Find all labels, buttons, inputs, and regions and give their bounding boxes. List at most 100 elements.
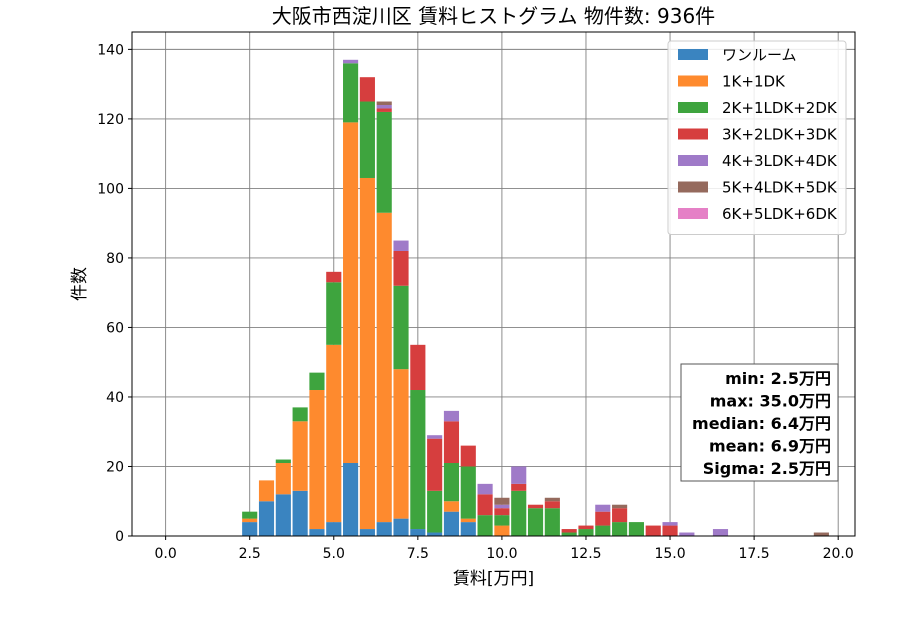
stats-line: max: 35.0万円 <box>710 392 831 411</box>
y-tick-label: 120 <box>97 112 124 128</box>
legend-swatch <box>678 155 708 166</box>
bar-segment <box>612 504 628 509</box>
bar-segment <box>359 529 375 536</box>
x-tick-label: 20.0 <box>823 546 854 562</box>
bar-segment <box>343 63 359 123</box>
bar-segment <box>242 518 258 523</box>
bar-segment <box>679 532 695 536</box>
legend-swatch <box>678 128 708 140</box>
bar-segment <box>578 529 594 536</box>
legend-swatch <box>678 75 708 87</box>
x-tick-label: 2.5 <box>239 546 261 562</box>
bar-segment <box>460 466 476 519</box>
bar-segment <box>292 421 308 491</box>
bar-segment <box>326 522 342 536</box>
bar-segment <box>813 532 829 536</box>
bar-segment <box>494 504 510 509</box>
legend-label: 6K+5LDK+6DK <box>722 205 838 223</box>
bar-segment <box>292 490 308 536</box>
bar-segment <box>359 101 375 178</box>
bar-segment <box>527 508 544 536</box>
bar-segment <box>427 438 443 491</box>
bar-segment <box>712 529 729 536</box>
bar-segment <box>443 501 460 512</box>
bar-segment <box>612 508 628 523</box>
y-tick-label: 20 <box>106 459 124 475</box>
chart-title: 大阪市西淀川区 賃料ヒストグラム 物件数: 936件 <box>272 4 715 28</box>
bar-segment <box>410 390 426 530</box>
bar-segment <box>595 525 611 536</box>
stats-line: min: 2.5万円 <box>725 369 831 388</box>
x-axis-label: 賃料[万円] <box>453 569 534 589</box>
x-tick-label: 12.5 <box>570 546 601 562</box>
bar-segment <box>595 504 611 512</box>
stats-box-frame <box>680 363 839 482</box>
bar-segment <box>343 59 359 64</box>
bar-segment <box>544 497 560 502</box>
bar-segment <box>359 177 375 530</box>
grid-lines <box>132 32 855 537</box>
bar-segment <box>511 483 527 491</box>
bar-segment <box>443 511 460 536</box>
stacked-bars <box>242 59 829 536</box>
bar-segment <box>477 515 493 536</box>
y-tick-label: 0 <box>115 529 124 545</box>
bar-segment <box>309 390 325 530</box>
bar-segment <box>460 522 476 536</box>
x-axis-ticks: 0.0 2.5 5.0 7.5 10.0 12.5 15.0 17.5 20.0 <box>154 536 854 562</box>
bar-segment <box>376 108 392 112</box>
bar-segment <box>544 508 560 536</box>
plot-frame <box>131 31 856 537</box>
y-tick-label: 60 <box>106 320 124 336</box>
y-axis-ticks: 0 20 40 60 80 100 120 140 <box>97 42 132 545</box>
bar-segment <box>494 497 510 505</box>
bar-segment <box>275 494 291 536</box>
y-tick-label: 80 <box>106 251 124 267</box>
bar-segment <box>662 522 678 526</box>
x-tick-label: 15.0 <box>654 546 685 562</box>
bar-segment <box>343 122 359 464</box>
bar-segment <box>309 372 325 391</box>
stats-line: mean: 6.9万円 <box>709 437 831 456</box>
bar-segment <box>511 466 527 484</box>
bar-segment <box>343 463 359 536</box>
bar-segment <box>393 285 409 370</box>
legend-label: 1K+1DK <box>722 73 786 91</box>
bar-segment <box>595 511 611 526</box>
bar-segment <box>578 525 594 530</box>
bar-segment <box>427 435 443 439</box>
legend-swatch <box>678 208 708 219</box>
stats-line: median: 6.4万円 <box>692 414 831 433</box>
bar-segment <box>443 463 460 502</box>
bar-segment <box>494 515 510 526</box>
legend-swatch <box>678 102 708 113</box>
legend-label: 4K+3LDK+4DK <box>722 152 838 170</box>
bar-segment <box>376 522 392 536</box>
bar-segment <box>309 529 325 536</box>
bar-segment <box>326 282 342 345</box>
legend-box <box>667 40 847 235</box>
bar-segment <box>443 410 460 422</box>
bar-segment <box>460 445 476 467</box>
bar-segment <box>410 344 426 391</box>
x-tick-label: 17.5 <box>739 546 770 562</box>
legend-swatch <box>678 181 708 193</box>
y-axis-label: 件数 <box>70 267 90 301</box>
bar-segment <box>258 501 275 536</box>
bar-segment <box>511 490 527 536</box>
bar-segment <box>393 250 409 286</box>
bar-segment <box>477 483 493 495</box>
bar-segment <box>410 529 426 536</box>
bar-segment <box>393 518 409 536</box>
bar-segment <box>376 111 392 213</box>
bar-segment <box>242 511 258 519</box>
bar-segment <box>393 369 409 519</box>
legend-label: 5K+4LDK+5DK <box>722 179 838 197</box>
stats-annotation-box: min: 2.5万円 max: 35.0万円 median: 6.4万円 mean: … <box>680 363 839 482</box>
bar-segment <box>494 508 510 516</box>
bar-segment <box>544 501 560 509</box>
x-tick-label: 0.0 <box>154 546 176 562</box>
bar-segment <box>612 522 628 536</box>
legend-label: 3K+2LDK+3DK <box>722 126 838 144</box>
